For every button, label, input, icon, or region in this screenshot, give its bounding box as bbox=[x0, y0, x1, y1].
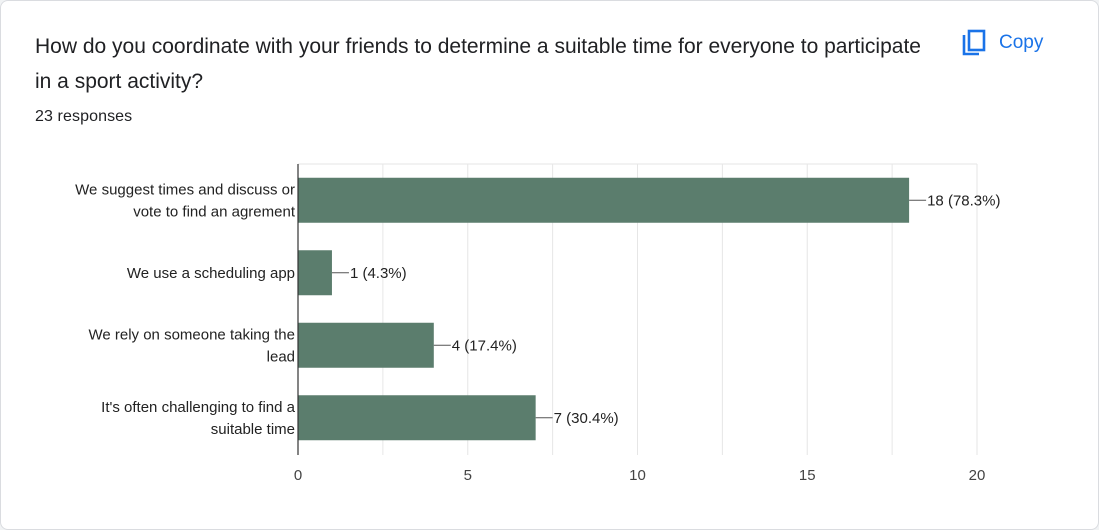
value-label: 18 (78.3%) bbox=[927, 192, 1000, 209]
bar bbox=[298, 250, 332, 296]
x-tick-label: 0 bbox=[294, 467, 302, 484]
x-tick-label: 10 bbox=[629, 467, 646, 484]
copy-icon bbox=[961, 29, 987, 57]
copy-label: Copy bbox=[999, 32, 1044, 53]
x-tick-label: 5 bbox=[464, 467, 472, 484]
category-label: We rely on someone taking the lead bbox=[88, 326, 295, 365]
category-label: We use a scheduling app bbox=[127, 265, 295, 282]
value-label: 4 (17.4%) bbox=[452, 337, 517, 354]
response-count: 23 responses bbox=[35, 108, 133, 125]
category-label: It's often challenging to find a suitable… bbox=[101, 399, 295, 438]
bar bbox=[298, 322, 434, 368]
bar bbox=[298, 395, 536, 441]
value-label: 1 (4.3%) bbox=[350, 265, 407, 282]
x-tick-label: 15 bbox=[799, 467, 816, 484]
question-title: How do you coordinate with your friends … bbox=[35, 35, 921, 93]
category-label: We suggest times and discuss or vote to f… bbox=[75, 181, 296, 220]
bar bbox=[298, 177, 910, 223]
copy-button[interactable]: Copy bbox=[961, 25, 1043, 61]
bar-chart: 0 5 10 15 20 18 (78.3%) We suggest times and d… bbox=[75, 163, 1000, 484]
value-label: 7 (30.4%) bbox=[554, 410, 619, 427]
x-tick-label: 20 bbox=[969, 467, 986, 484]
